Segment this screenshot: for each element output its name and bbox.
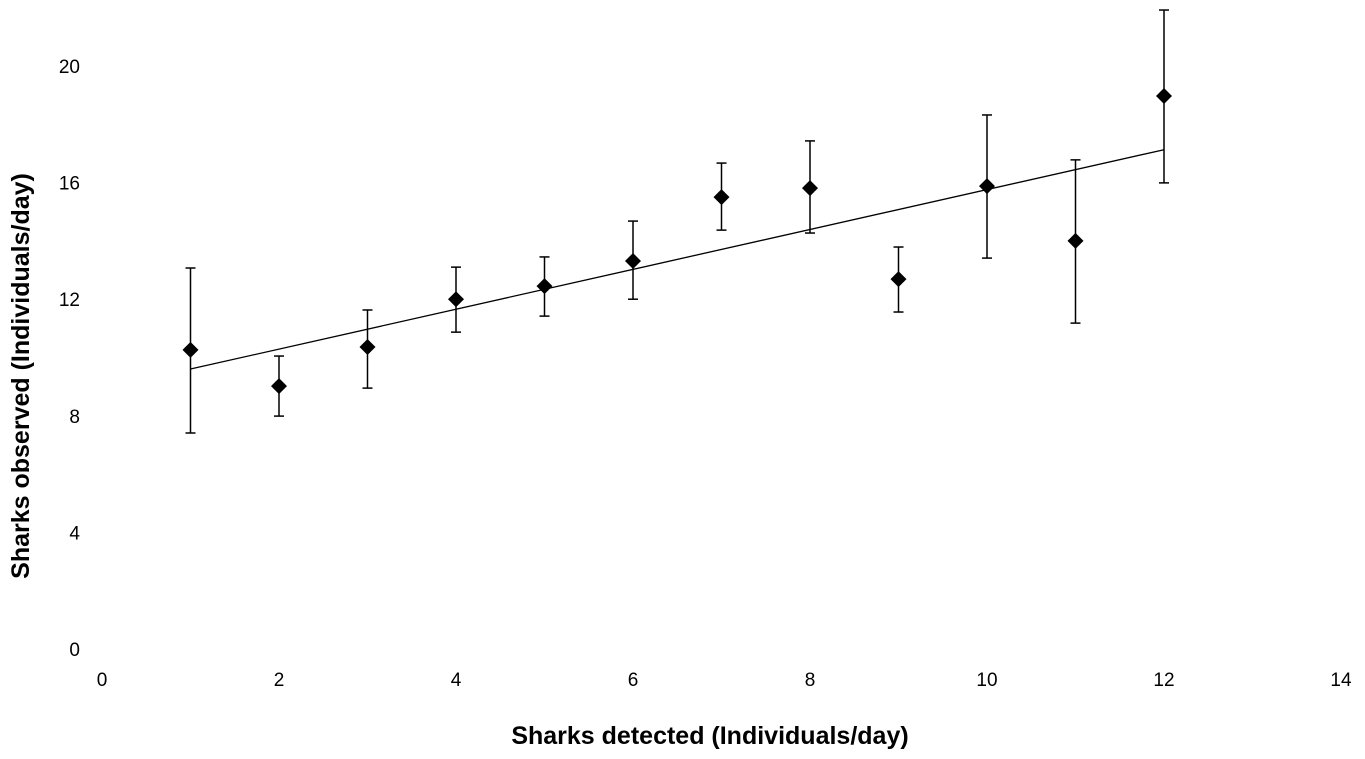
data-point-diamond (1156, 88, 1172, 105)
x-tick-label: 8 (805, 670, 816, 691)
y-tick-labels: 0 4 8 12 16 20 (59, 57, 81, 661)
data-point-diamond (448, 291, 464, 308)
data-points (182, 88, 1172, 395)
y-tick-label: 4 (69, 523, 80, 544)
data-point-diamond (271, 378, 287, 395)
x-axis-title: Sharks detected (Individuals/day) (511, 722, 908, 750)
y-tick-label: 20 (59, 57, 80, 78)
x-tick-label: 12 (1153, 670, 1174, 691)
trendline-segment (190, 149, 1165, 370)
y-tick-label: 0 (69, 640, 80, 661)
data-point-diamond (536, 278, 553, 295)
data-point-diamond (625, 253, 641, 270)
error-bars (185, 9, 1169, 434)
data-point-diamond (713, 189, 730, 206)
data-point-diamond (182, 341, 199, 358)
x-tick-label: 0 (97, 670, 108, 691)
y-tick-label: 8 (69, 407, 80, 428)
x-tick-label: 10 (976, 670, 997, 691)
x-tick-label: 6 (628, 670, 639, 691)
trendline (190, 149, 1165, 370)
x-tick-label: 2 (274, 670, 285, 691)
x-tick-label: 14 (1330, 670, 1352, 691)
x-tick-label: 4 (451, 670, 462, 691)
data-point-diamond (1067, 232, 1084, 249)
y-tick-label: 16 (59, 174, 80, 195)
data-point-diamond (802, 180, 818, 197)
data-point-diamond (979, 178, 995, 195)
y-tick-label: 12 (59, 290, 80, 311)
data-point-diamond (359, 339, 376, 356)
data-point-diamond (890, 271, 907, 288)
x-tick-labels: 0 2 4 6 8 10 12 14 (97, 670, 1352, 691)
y-axis-title: Sharks observed (Individuals/day) (7, 173, 35, 579)
